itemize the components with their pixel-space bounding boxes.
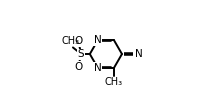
Text: CH₃: CH₃	[62, 36, 80, 46]
Text: O: O	[74, 36, 82, 46]
Text: N: N	[94, 35, 101, 45]
Text: CH₃: CH₃	[104, 77, 122, 87]
Text: N: N	[134, 49, 142, 59]
Text: S: S	[77, 49, 84, 59]
Text: N: N	[94, 63, 101, 73]
Text: O: O	[74, 62, 82, 72]
